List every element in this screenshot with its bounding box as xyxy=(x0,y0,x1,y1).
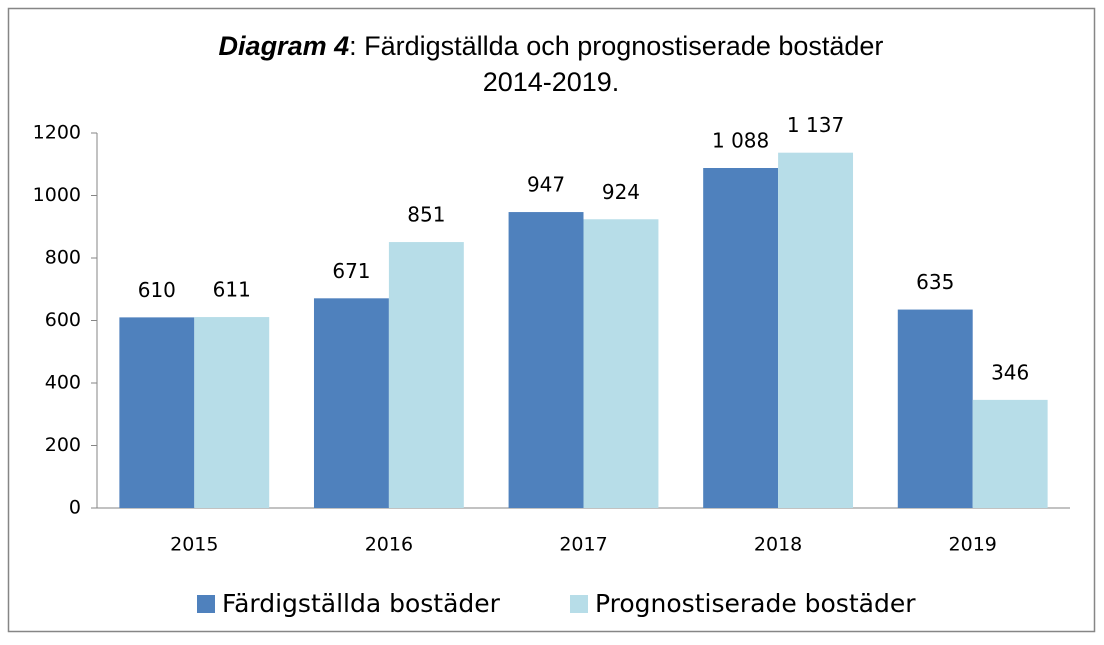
y-tick-label: 600 xyxy=(45,309,81,331)
legend-label: Prognostiserade bostäder xyxy=(595,589,916,618)
bar xyxy=(508,212,584,508)
value-label: 635 xyxy=(916,270,954,294)
value-label: 851 xyxy=(407,203,445,227)
value-label: 610 xyxy=(138,278,176,302)
x-tick-label: 2015 xyxy=(170,534,218,556)
legend-swatch xyxy=(570,595,588,613)
value-label: 346 xyxy=(991,360,1029,384)
y-tick-label: 1000 xyxy=(33,184,81,206)
bar xyxy=(703,168,779,508)
legend-label: Färdigställda bostäder xyxy=(222,589,501,618)
bar xyxy=(313,298,389,508)
bar xyxy=(972,399,1048,508)
value-label: 671 xyxy=(332,259,370,283)
y-tick-label: 800 xyxy=(45,247,81,269)
value-label: 947 xyxy=(527,173,565,197)
bar xyxy=(194,317,270,508)
chart-title: Diagram 4: Färdigställda och prognostise… xyxy=(219,31,884,61)
y-tick-label: 1200 xyxy=(33,122,81,144)
bar xyxy=(778,152,854,508)
bar xyxy=(119,317,195,508)
x-tick-label: 2018 xyxy=(754,534,802,556)
value-label: 1 088 xyxy=(712,129,769,153)
title-text: : Färdigställda och prognostiserade bost… xyxy=(349,31,883,61)
y-tick-label: 0 xyxy=(69,497,81,519)
legend-swatch xyxy=(197,595,215,613)
chart-title-line2: 2014-2019. xyxy=(483,67,620,97)
value-label: 1 137 xyxy=(787,113,844,137)
x-tick-label: 2017 xyxy=(559,534,607,556)
y-tick-label: 400 xyxy=(45,372,81,394)
bar xyxy=(897,309,973,508)
bar xyxy=(583,219,659,508)
title-emphasis: Diagram 4 xyxy=(219,31,350,61)
x-tick-label: 2016 xyxy=(365,534,413,556)
bar xyxy=(388,242,464,508)
y-tick-label: 200 xyxy=(45,434,81,456)
value-label: 611 xyxy=(213,278,251,302)
value-label: 924 xyxy=(602,180,640,204)
x-tick-label: 2019 xyxy=(949,534,997,556)
